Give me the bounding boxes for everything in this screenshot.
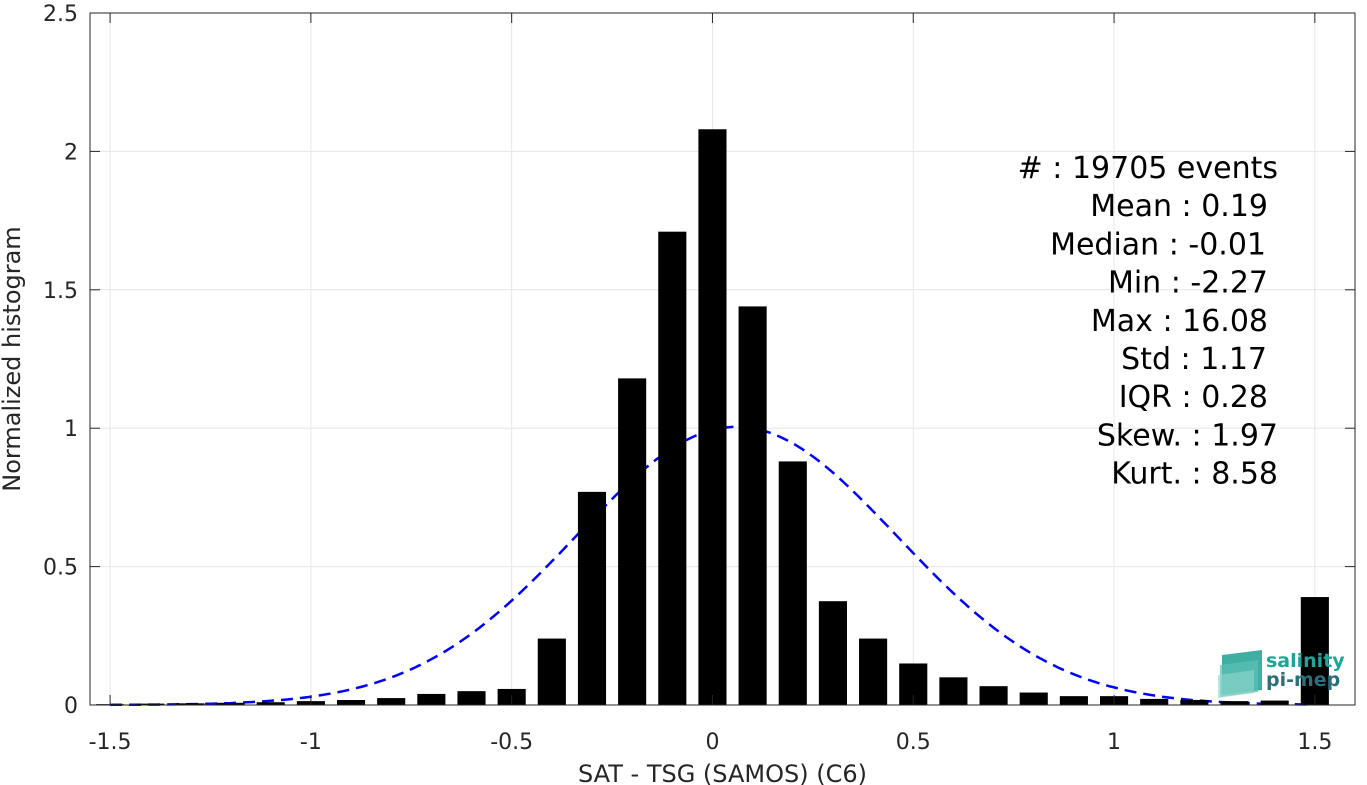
- histogram-bar: [738, 306, 767, 705]
- y-axis-label: Normalized histogram: [0, 226, 26, 491]
- logo-text-salinity: salinity: [1266, 650, 1345, 672]
- axis-ticks: [90, 12, 1355, 706]
- y-tick-label: 2: [64, 140, 78, 165]
- histogram-bar: [136, 703, 165, 705]
- x-tick-label: 0: [705, 730, 719, 755]
- salinity-pi-mep-logo: salinity pi-mep: [1218, 650, 1345, 698]
- histogram-bar: [778, 461, 807, 705]
- histogram-bar: [377, 698, 406, 705]
- stat-line: Min : -2.27: [1108, 266, 1268, 301]
- stat-line: Max : 16.08: [1091, 304, 1268, 339]
- stat-line: Std : 1.17: [1121, 342, 1267, 377]
- histogram-bar: [577, 491, 607, 705]
- histogram-bar: [1220, 701, 1249, 705]
- histogram-bar: [698, 129, 727, 706]
- logo-waves-icon: [1218, 650, 1262, 698]
- stat-line: Median : -0.01: [1050, 227, 1266, 262]
- x-tick-label: 1.5: [1297, 730, 1332, 755]
- histogram-bar: [979, 686, 1008, 705]
- x-tick-label: -1.5: [89, 730, 132, 755]
- x-axis-label: SAT - TSG (SAMOS) (C6): [578, 760, 867, 785]
- stat-line: Kurt. : 8.58: [1111, 457, 1278, 492]
- y-tick-label: 0.5: [43, 556, 78, 581]
- histogram-bar: [417, 693, 446, 705]
- x-tick-label: 0.5: [896, 730, 931, 755]
- stat-line: # : 19705 events: [1018, 151, 1278, 186]
- histogram-bar: [457, 691, 486, 705]
- histogram-bar: [618, 378, 647, 705]
- x-tick-label: -1: [300, 730, 322, 755]
- histogram-bar: [818, 601, 847, 705]
- histogram-bar: [336, 700, 366, 705]
- x-tick-labels: -1.5 -1 -0.5 0 0.5 1 1.5: [89, 730, 1333, 755]
- x-tick-label: -0.5: [490, 730, 533, 755]
- histogram-bar: [1019, 692, 1048, 705]
- histogram-bar: [1180, 700, 1209, 705]
- histogram-bar: [658, 231, 687, 705]
- histogram-bar: [1260, 700, 1289, 705]
- histogram-bar: [1140, 698, 1169, 705]
- y-tick-labels: 0 0.5 1 1.5 2 2.5: [43, 2, 78, 719]
- histogram-bar: [256, 702, 285, 705]
- stat-line: IQR : 0.28: [1119, 380, 1268, 415]
- histogram-bar: [1300, 597, 1329, 705]
- stat-line: Skew. : 1.97: [1097, 418, 1278, 453]
- histogram-bar: [537, 638, 566, 705]
- logo-text-pi-mep: pi-mep: [1266, 669, 1340, 691]
- histogram-bar: [1059, 696, 1088, 705]
- y-tick-label: 1.5: [43, 279, 78, 304]
- histogram-bar: [176, 703, 205, 705]
- axes-frame: [89, 12, 1356, 706]
- x-tick-label: 1: [1107, 730, 1121, 755]
- stat-line: Mean : 0.19: [1090, 189, 1268, 224]
- y-tick-label: 1: [64, 417, 78, 442]
- y-tick-label: 2.5: [43, 2, 78, 27]
- histogram-bar: [859, 638, 888, 705]
- y-tick-label: 0: [64, 694, 78, 719]
- histogram-bar: [939, 677, 968, 705]
- histogram-bars: [96, 129, 1329, 706]
- histogram-bar: [216, 702, 245, 705]
